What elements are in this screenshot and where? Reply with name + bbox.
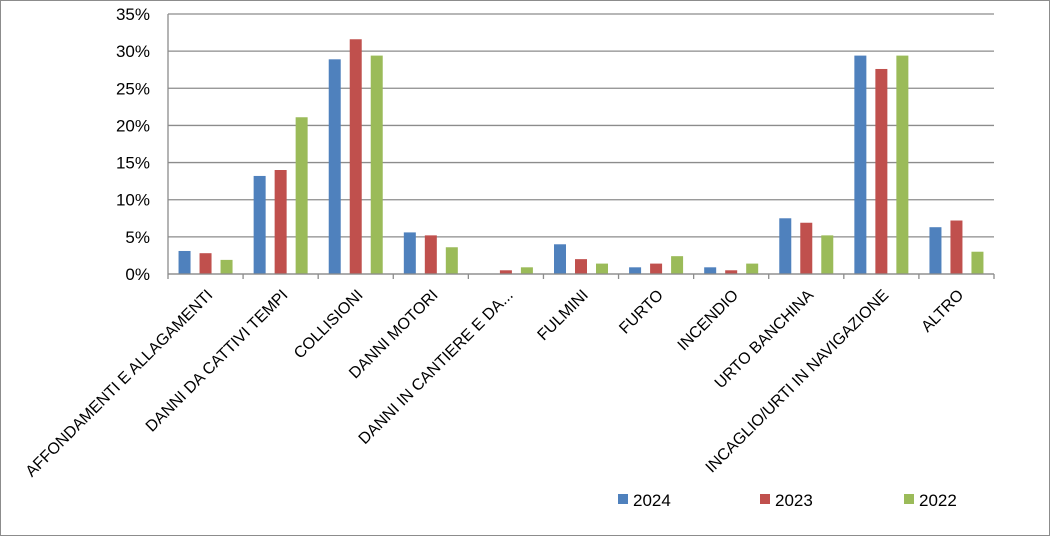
bar xyxy=(929,227,942,274)
bar xyxy=(746,263,759,274)
bar xyxy=(779,218,792,274)
bar xyxy=(178,250,191,274)
bar xyxy=(575,259,587,274)
x-category-label: ALTRO xyxy=(918,287,967,336)
y-tick-label: 0% xyxy=(125,265,150,284)
bar xyxy=(629,267,642,274)
bar xyxy=(896,55,909,274)
y-tick-label: 20% xyxy=(116,116,150,135)
bar xyxy=(274,170,287,274)
bar xyxy=(950,220,963,274)
bar xyxy=(445,247,458,274)
x-category-label: DANNI IN CANTIERE E DA... xyxy=(356,287,517,448)
bar xyxy=(499,270,512,274)
bar xyxy=(370,55,383,274)
bar xyxy=(424,235,437,274)
legend-label: 2022 xyxy=(919,491,957,510)
x-category-label: DANNI DA CATTIVI TEMPI xyxy=(143,287,292,436)
bar xyxy=(295,117,308,274)
legend-swatch xyxy=(760,494,770,504)
bar xyxy=(854,55,867,274)
y-tick-label: 25% xyxy=(116,79,150,98)
bar xyxy=(520,267,533,274)
bar xyxy=(403,232,416,274)
legend-swatch xyxy=(618,494,628,504)
bar xyxy=(220,259,233,274)
legend-label: 2023 xyxy=(775,491,813,510)
bar xyxy=(554,244,566,274)
bar xyxy=(199,253,212,274)
legend-swatch xyxy=(904,494,914,504)
bar xyxy=(596,263,608,274)
bar xyxy=(349,39,362,274)
bar xyxy=(875,68,888,274)
y-tick-label: 5% xyxy=(125,228,150,247)
y-tick-label: 10% xyxy=(116,191,150,210)
bar xyxy=(971,251,984,274)
bar xyxy=(650,263,663,274)
x-category-label: FULMINI xyxy=(535,287,592,344)
x-category-label: FURTO xyxy=(616,287,667,338)
bar xyxy=(328,59,341,274)
bar xyxy=(725,270,738,274)
y-tick-label: 15% xyxy=(116,154,150,173)
bar xyxy=(671,256,684,274)
bar xyxy=(704,267,717,274)
x-category-label: INCENDIO xyxy=(675,287,742,354)
bar xyxy=(253,175,266,274)
y-tick-label: 30% xyxy=(116,42,150,61)
bar xyxy=(821,235,834,274)
y-tick-label: 35% xyxy=(116,5,150,24)
legend-label: 2024 xyxy=(633,491,671,510)
x-category-label: COLLISIONI xyxy=(291,287,367,363)
bar xyxy=(800,222,813,274)
